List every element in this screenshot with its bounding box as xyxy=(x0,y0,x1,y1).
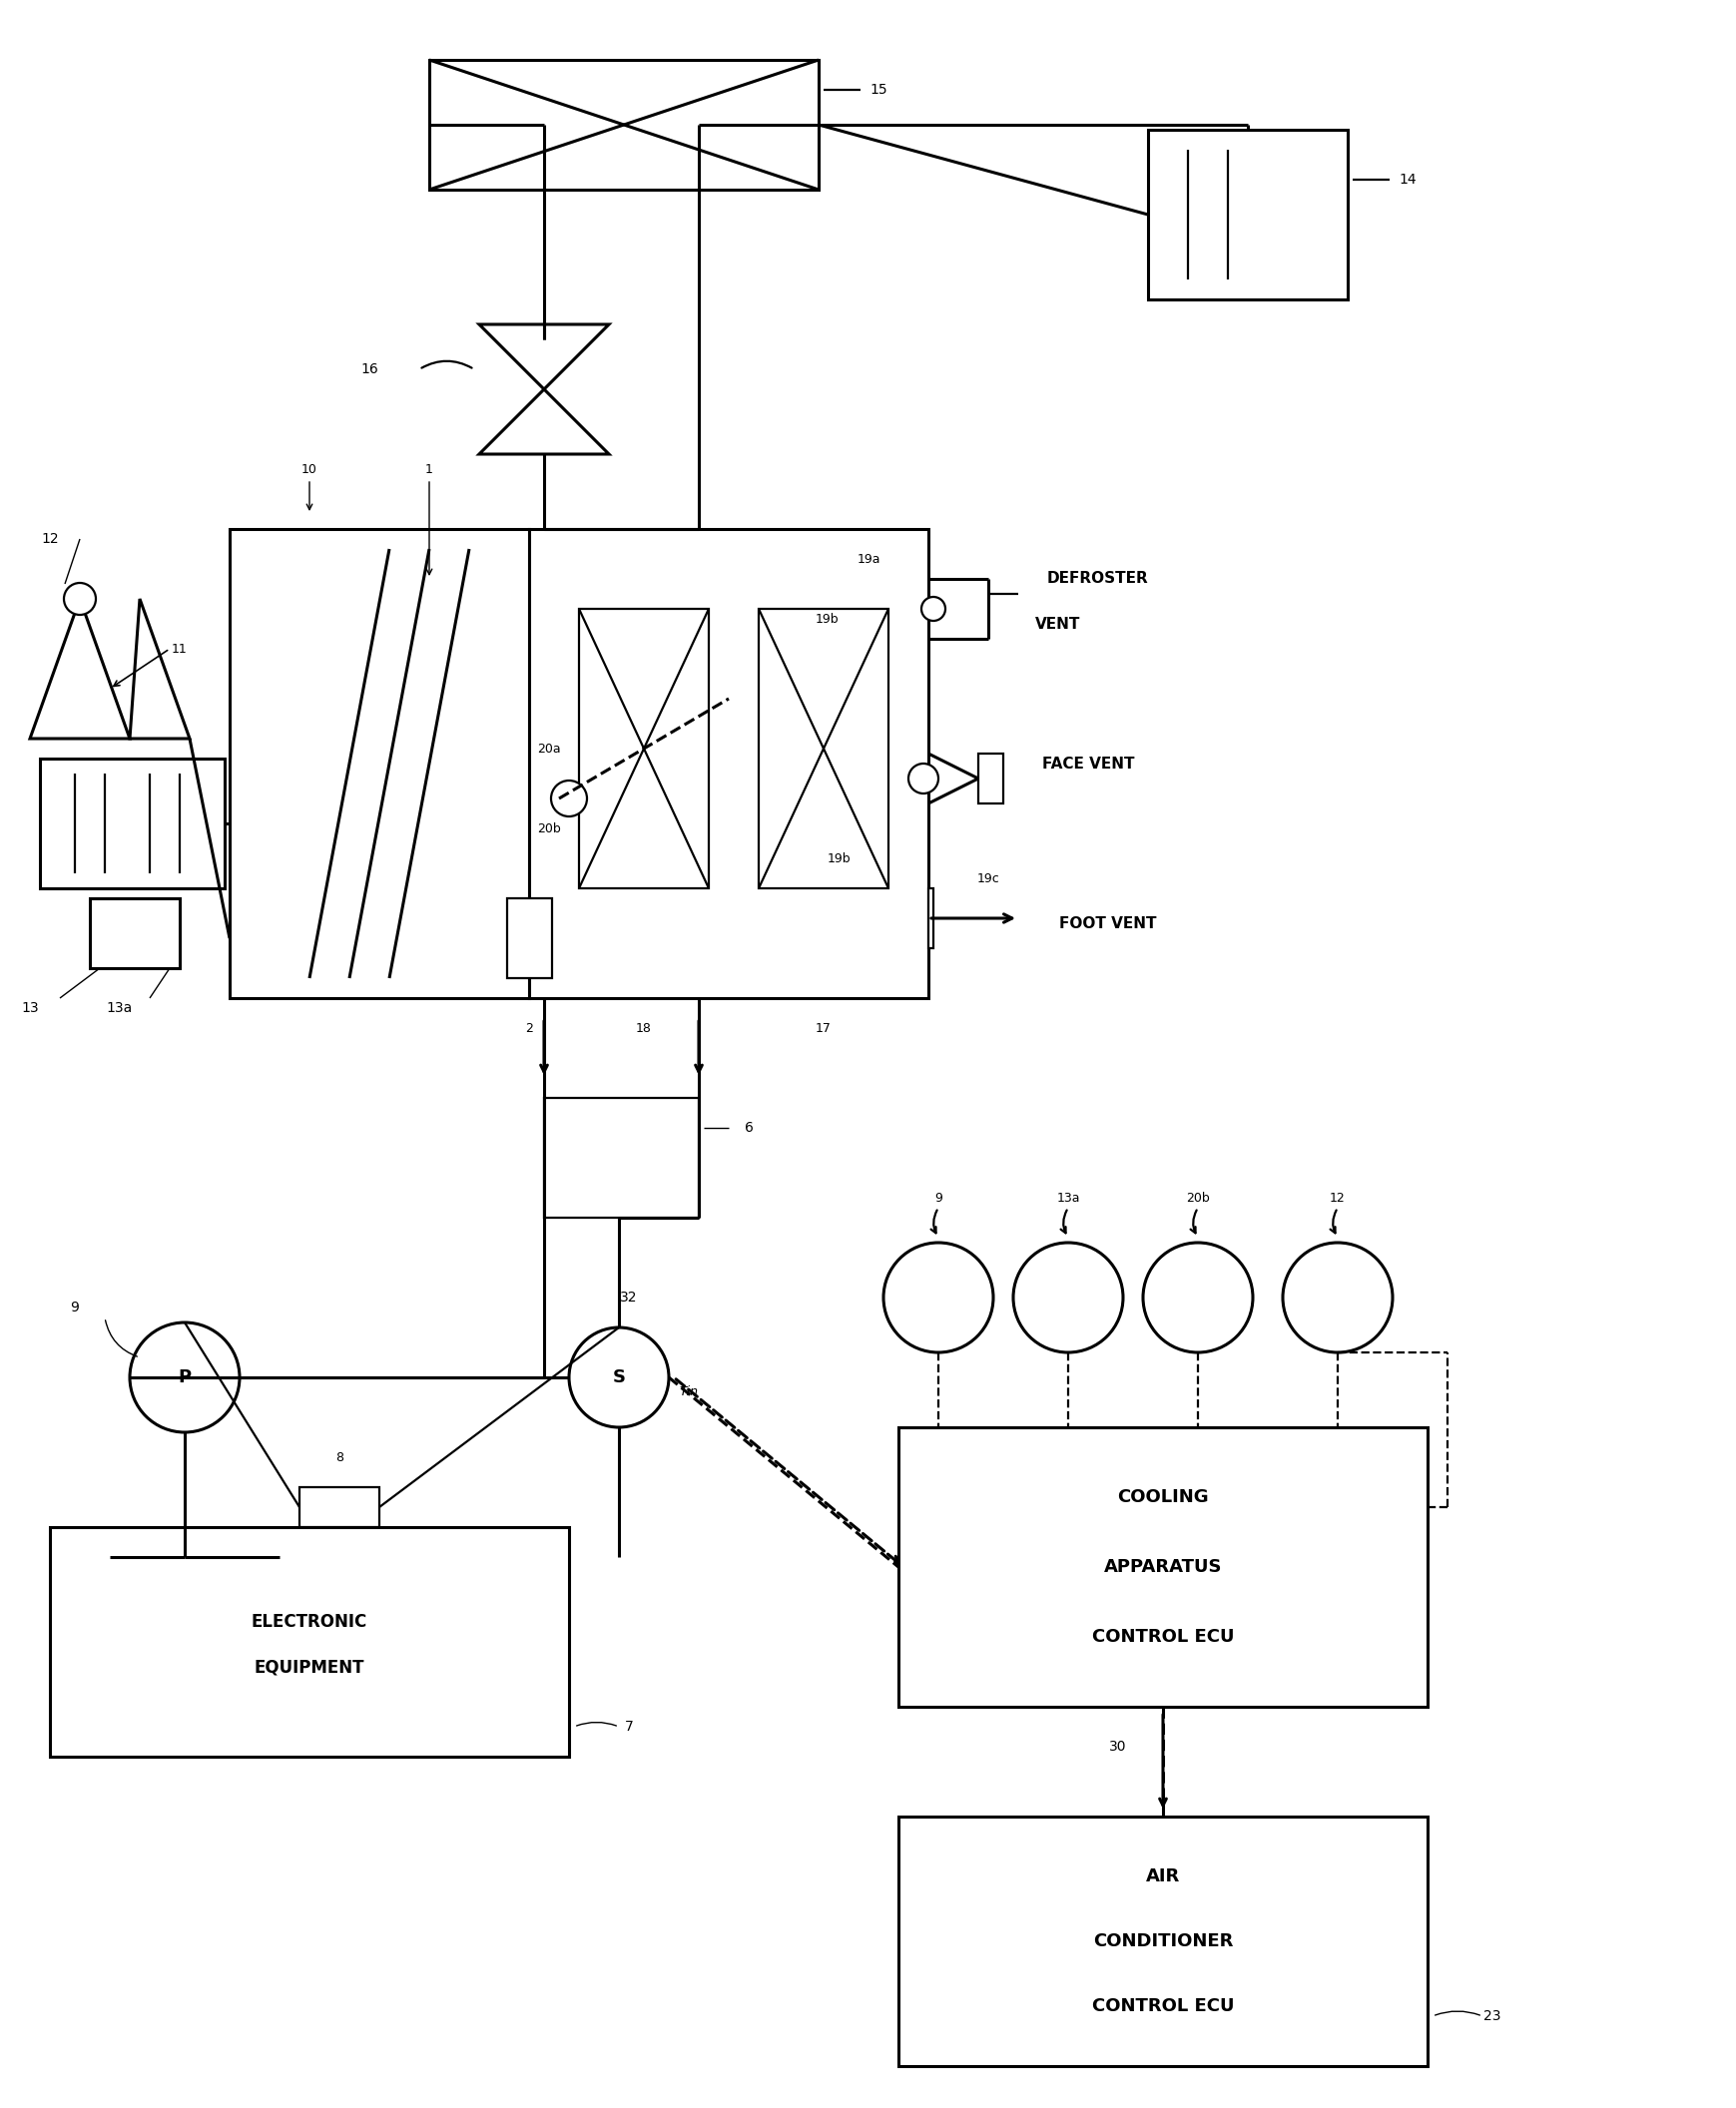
Circle shape xyxy=(64,584,95,616)
Text: 2: 2 xyxy=(526,1022,533,1035)
Circle shape xyxy=(1014,1242,1123,1353)
Circle shape xyxy=(569,1328,668,1427)
Text: 13a: 13a xyxy=(106,1001,134,1016)
Text: 7: 7 xyxy=(625,1720,634,1733)
Text: 13: 13 xyxy=(21,1001,38,1016)
Circle shape xyxy=(922,597,946,622)
Bar xyxy=(580,609,708,887)
Text: 20b: 20b xyxy=(536,822,561,835)
Text: 13a: 13a xyxy=(1057,1191,1080,1204)
Bar xyxy=(50,1526,569,1756)
Text: 8: 8 xyxy=(335,1450,344,1463)
Bar xyxy=(899,1427,1427,1707)
Text: 9: 9 xyxy=(934,1191,943,1204)
Circle shape xyxy=(1142,1242,1253,1353)
Text: 20a: 20a xyxy=(536,742,561,755)
Text: 12: 12 xyxy=(1330,1191,1345,1204)
Text: CONTROL ECU: CONTROL ECU xyxy=(1092,1627,1234,1646)
Text: FACE VENT: FACE VENT xyxy=(1042,757,1134,772)
Circle shape xyxy=(1283,1242,1392,1353)
Text: 23: 23 xyxy=(1484,2009,1502,2024)
Text: Tin: Tin xyxy=(679,1385,698,1400)
Bar xyxy=(929,887,934,949)
Text: 9: 9 xyxy=(71,1301,80,1315)
Text: ELECTRONIC: ELECTRONIC xyxy=(252,1613,368,1632)
Bar xyxy=(543,1098,700,1218)
Text: CONTROL ECU: CONTROL ECU xyxy=(1092,1996,1234,2015)
Text: FOOT VENT: FOOT VENT xyxy=(1059,915,1156,932)
Text: 19a: 19a xyxy=(858,552,880,565)
Text: 30: 30 xyxy=(1109,1739,1127,1754)
Text: 20b: 20b xyxy=(1186,1191,1210,1204)
Bar xyxy=(40,759,224,887)
Text: COOLING: COOLING xyxy=(1118,1488,1208,1505)
Bar xyxy=(229,529,529,997)
Text: 11: 11 xyxy=(172,643,187,656)
Text: 19c: 19c xyxy=(977,873,1000,885)
Bar xyxy=(899,1817,1427,2066)
Text: APPARATUS: APPARATUS xyxy=(1104,1558,1222,1577)
Text: EQUIPMENT: EQUIPMENT xyxy=(253,1657,365,1676)
Bar xyxy=(759,609,889,887)
Text: 17: 17 xyxy=(816,1022,832,1035)
Bar xyxy=(1147,131,1347,299)
Bar xyxy=(429,59,819,190)
Text: 10: 10 xyxy=(302,462,318,476)
Bar xyxy=(300,1486,380,1526)
Text: 15: 15 xyxy=(870,82,887,97)
Text: 14: 14 xyxy=(1399,173,1417,188)
Text: 19b: 19b xyxy=(826,852,851,864)
Text: 1: 1 xyxy=(425,462,434,476)
Text: 18: 18 xyxy=(635,1022,651,1035)
Text: AIR: AIR xyxy=(1146,1868,1180,1885)
Text: DEFROSTER: DEFROSTER xyxy=(1047,571,1149,586)
Circle shape xyxy=(130,1322,240,1431)
Bar xyxy=(90,898,181,968)
Text: VENT: VENT xyxy=(1035,616,1082,630)
Text: 6: 6 xyxy=(745,1121,753,1134)
Bar xyxy=(529,529,929,997)
Text: 19b: 19b xyxy=(814,611,838,626)
Circle shape xyxy=(550,780,587,816)
Text: P: P xyxy=(179,1368,191,1387)
Text: 12: 12 xyxy=(42,531,59,546)
Circle shape xyxy=(884,1242,993,1353)
Text: 16: 16 xyxy=(361,363,378,377)
Bar xyxy=(507,898,552,978)
Text: 32: 32 xyxy=(620,1290,637,1305)
Text: S: S xyxy=(613,1368,625,1387)
Bar xyxy=(979,753,1003,803)
Text: CONDITIONER: CONDITIONER xyxy=(1094,1933,1233,1950)
Circle shape xyxy=(908,763,939,793)
